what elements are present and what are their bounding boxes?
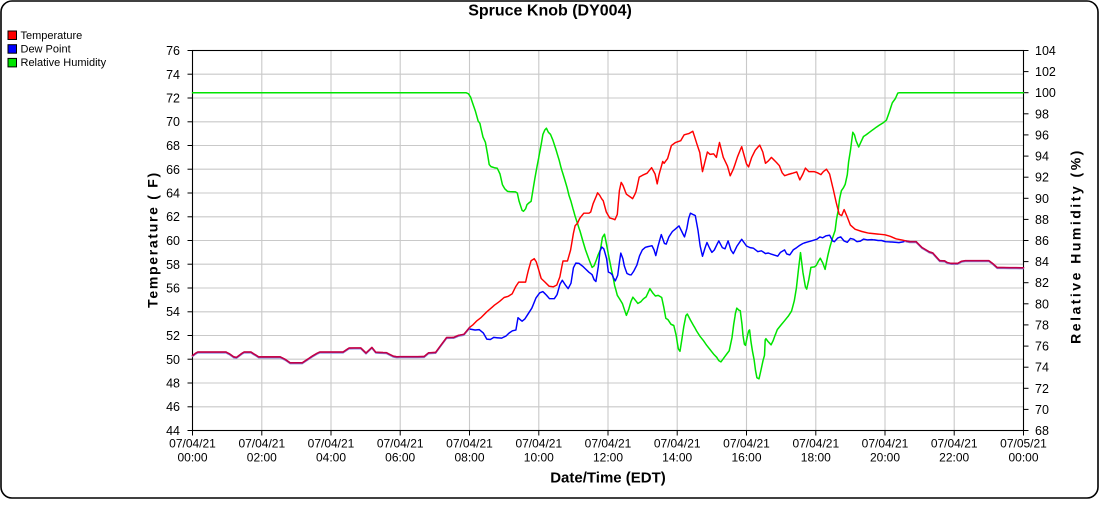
svg-text:Spruce Knob (DY004): Spruce Knob (DY004) (468, 3, 632, 20)
svg-text:07/04/21: 07/04/21 (308, 437, 355, 451)
svg-text:07/04/21: 07/04/21 (238, 437, 285, 451)
svg-text:Date/Time (EDT): Date/Time (EDT) (550, 470, 666, 487)
svg-text:07/04/21: 07/04/21 (654, 437, 701, 451)
svg-text:Relative Humidity: Relative Humidity (21, 57, 107, 69)
svg-text:72: 72 (166, 92, 180, 106)
svg-text:56: 56 (166, 282, 180, 296)
svg-text:68: 68 (166, 139, 180, 153)
svg-text:06:00: 06:00 (385, 451, 415, 465)
svg-text:46: 46 (166, 400, 180, 414)
svg-text:82: 82 (1035, 276, 1049, 290)
svg-text:07/04/21: 07/04/21 (723, 437, 770, 451)
svg-text:60: 60 (166, 234, 180, 248)
svg-text:70: 70 (1035, 403, 1049, 417)
svg-text:70: 70 (166, 115, 180, 129)
svg-text:07/05/21: 07/05/21 (1000, 437, 1047, 451)
svg-text:14:00: 14:00 (662, 451, 692, 465)
svg-text:78: 78 (1035, 318, 1049, 332)
svg-text:74: 74 (166, 68, 180, 82)
svg-text:92: 92 (1035, 171, 1049, 185)
svg-text:50: 50 (166, 353, 180, 367)
svg-text:100: 100 (1035, 86, 1056, 100)
svg-text:80: 80 (1035, 297, 1049, 311)
svg-text:02:00: 02:00 (247, 451, 277, 465)
svg-text:72: 72 (1035, 382, 1049, 396)
svg-text:64: 64 (166, 187, 180, 201)
svg-text:84: 84 (1035, 255, 1049, 269)
svg-text:76: 76 (1035, 340, 1049, 354)
svg-text:18:00: 18:00 (801, 451, 831, 465)
svg-text:44: 44 (166, 424, 180, 438)
svg-text:07/04/21: 07/04/21 (931, 437, 978, 451)
svg-text:Temperature ( F): Temperature ( F) (145, 171, 161, 308)
svg-text:86: 86 (1035, 234, 1049, 248)
svg-text:07/04/21: 07/04/21 (792, 437, 839, 451)
svg-text:66: 66 (166, 163, 180, 177)
svg-text:98: 98 (1035, 107, 1049, 121)
svg-text:48: 48 (166, 377, 180, 391)
svg-text:20:00: 20:00 (870, 451, 900, 465)
svg-text:104: 104 (1035, 44, 1056, 58)
svg-text:96: 96 (1035, 128, 1049, 142)
svg-text:07/04/21: 07/04/21 (446, 437, 493, 451)
svg-text:04:00: 04:00 (316, 451, 346, 465)
svg-text:102: 102 (1035, 65, 1056, 79)
svg-text:08:00: 08:00 (454, 451, 484, 465)
svg-text:07/04/21: 07/04/21 (377, 437, 424, 451)
svg-text:00:00: 00:00 (177, 451, 207, 465)
svg-text:07/04/21: 07/04/21 (585, 437, 632, 451)
svg-text:90: 90 (1035, 192, 1049, 206)
svg-text:Temperature: Temperature (21, 30, 83, 42)
svg-text:07/04/21: 07/04/21 (862, 437, 909, 451)
svg-text:68: 68 (1035, 424, 1049, 438)
svg-text:88: 88 (1035, 213, 1049, 227)
svg-text:22:00: 22:00 (939, 451, 969, 465)
svg-text:76: 76 (166, 44, 180, 58)
svg-text:10:00: 10:00 (524, 451, 554, 465)
svg-text:62: 62 (166, 210, 180, 224)
svg-text:52: 52 (166, 329, 180, 343)
svg-text:12:00: 12:00 (593, 451, 623, 465)
svg-text:74: 74 (1035, 361, 1049, 375)
svg-text:07/04/21: 07/04/21 (169, 437, 216, 451)
svg-text:07/04/21: 07/04/21 (515, 437, 562, 451)
svg-text:Dew Point: Dew Point (21, 44, 71, 56)
svg-text:94: 94 (1035, 150, 1049, 164)
svg-text:58: 58 (166, 258, 180, 272)
svg-text:Relative Humidity (%): Relative Humidity (%) (1068, 148, 1084, 344)
svg-text:00:00: 00:00 (1008, 451, 1038, 465)
svg-text:54: 54 (166, 305, 180, 319)
svg-text:16:00: 16:00 (731, 451, 761, 465)
